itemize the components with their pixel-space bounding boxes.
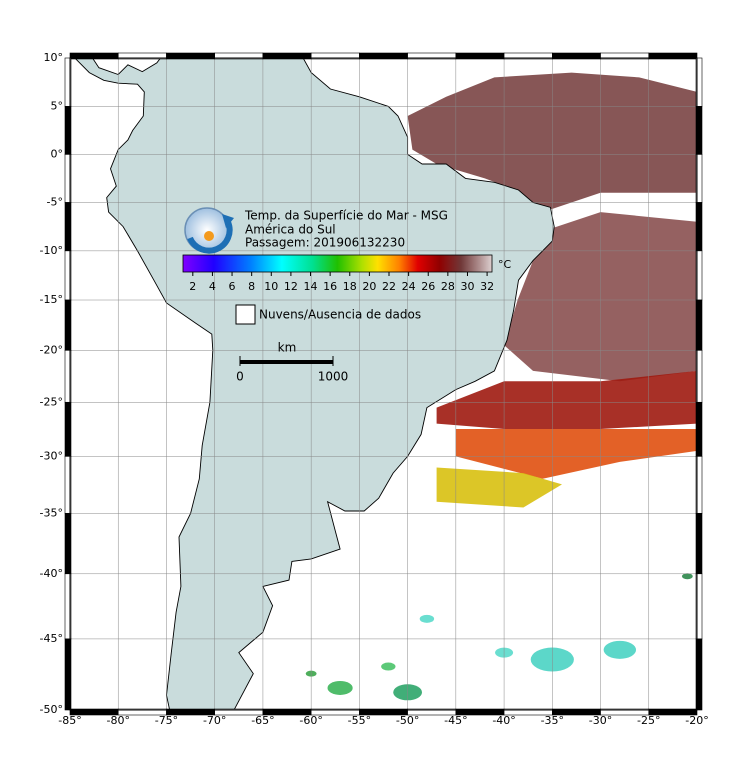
title: Temp. da Superfície do Mar - MSG: [244, 209, 448, 223]
y-tick-label: -45°: [40, 632, 63, 645]
scale-tick-label: 0: [236, 370, 244, 384]
x-tick-label: -40°: [492, 714, 515, 727]
colorbar-tick-label: 14: [304, 280, 318, 293]
x-tick-label: -80°: [106, 714, 129, 727]
colorbar-tick-label: 16: [323, 280, 337, 293]
sst-patch: [436, 370, 697, 429]
colorbar-tick-label: 18: [343, 280, 357, 293]
x-tick-label: -60°: [299, 714, 322, 727]
x-tick-label: -50°: [396, 714, 419, 727]
colorbar-tick-label: 20: [362, 280, 376, 293]
x-tick-label: -35°: [541, 714, 564, 727]
y-tick-label: -15°: [40, 293, 63, 306]
colorbar-tick-label: 30: [460, 280, 474, 293]
map-layer: [74, 58, 697, 710]
x-tick-label: -55°: [348, 714, 371, 727]
sst-spot: [603, 640, 637, 659]
sst-patch: [455, 429, 697, 479]
no-data-swatch: [235, 304, 256, 325]
colorbar-unit: °C: [498, 258, 512, 271]
frame-band: [648, 708, 698, 716]
sst-spot: [381, 662, 396, 671]
no-data-label: Nuvens/Ausencia de dados: [259, 308, 421, 322]
x-tick-label: -70°: [203, 714, 226, 727]
colorbar-tick-label: 10: [264, 280, 278, 293]
x-tick-label: -45°: [444, 714, 467, 727]
frame-band: [64, 638, 72, 711]
frame-band: [695, 638, 703, 711]
x-tick-label: -65°: [251, 714, 274, 727]
colorbar-tick-label: 12: [284, 280, 298, 293]
x-tick-label: -30°: [589, 714, 612, 727]
sst-patch: [436, 467, 562, 508]
frame: [69, 57, 698, 711]
legend-layer: Temp. da Superfície do Mar - MSG América…: [182, 207, 512, 384]
colorbar-tick-label: 6: [229, 280, 236, 293]
y-tick-label: 5°: [51, 99, 64, 112]
region: América do Sul: [245, 223, 336, 237]
x-tick-label: -25°: [637, 714, 660, 727]
pass-time: Passagem: 201906132230: [245, 236, 405, 250]
logo-arc: [187, 220, 233, 254]
colorbar-tick-label: 26: [421, 280, 435, 293]
y-tick-label: -20°: [40, 343, 63, 356]
frame-band: [648, 52, 698, 60]
x-tick-label: -75°: [155, 714, 178, 727]
colorbar-tick-label: 8: [248, 280, 255, 293]
x-tick-label: -20°: [685, 714, 708, 727]
y-tick-label: 0°: [51, 147, 64, 160]
colorbar-tick-label: 2: [189, 280, 196, 293]
y-tick-label: -40°: [40, 567, 63, 580]
sst-spot: [327, 680, 353, 695]
scale-unit: km: [278, 341, 297, 355]
y-tick-label: -10°: [40, 244, 63, 257]
y-tick-label: -30°: [40, 449, 63, 462]
logo-sun: [204, 231, 214, 241]
sst-spot: [419, 614, 435, 623]
colorbar-tick-label: 22: [382, 280, 396, 293]
colorbar: [182, 254, 493, 273]
sst-spot: [681, 573, 693, 580]
colorbar-tick-label: 4: [209, 280, 216, 293]
y-tick-label: -25°: [40, 395, 63, 408]
y-tick-label: -35°: [40, 506, 63, 519]
x-tick-label: -85°: [58, 714, 81, 727]
frame-layer: [64, 52, 703, 716]
colorbar-tick-label: 32: [480, 280, 494, 293]
y-tick-label: -50°: [40, 703, 63, 716]
colorbar-tick-label: 28: [441, 280, 455, 293]
y-tick-label: 10°: [44, 51, 64, 64]
y-tick-label: -5°: [47, 195, 63, 208]
logo-arrow: [222, 214, 234, 228]
scale-tick-label: 1000: [318, 370, 349, 384]
colorbar-tick-label: 24: [402, 280, 416, 293]
scale-bar: [240, 360, 333, 364]
